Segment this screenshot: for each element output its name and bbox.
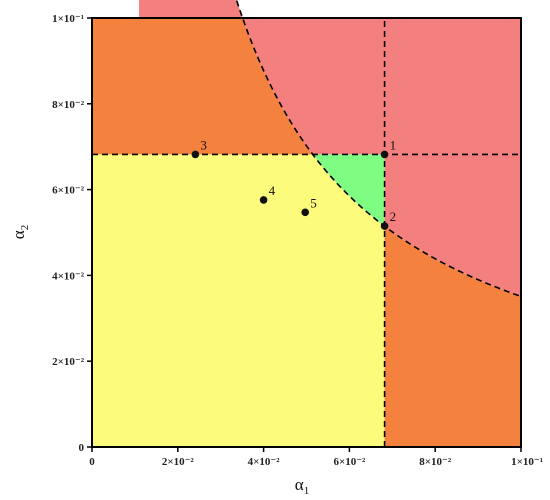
data-point-3: [191, 150, 200, 159]
data-point-label-5: 5: [310, 195, 317, 210]
data-point-4: [259, 196, 268, 204]
data-point-label-3: 3: [200, 137, 207, 152]
x-axis-title-sub: 1: [304, 485, 310, 497]
data-point-label-2: 2: [390, 209, 397, 224]
region-orange-bottom-right: [384, 226, 521, 447]
x-tick-label: 6×10⁻²: [333, 456, 366, 468]
y-tick-label: 8×10⁻²: [52, 99, 85, 111]
x-tick-label: 0: [89, 456, 95, 468]
x-axis-title-main: α: [295, 475, 304, 494]
data-point-1: [380, 150, 389, 159]
x-tick-label: 8×10⁻²: [419, 456, 452, 468]
boundary-lines-layer: [92, 0, 522, 447]
y-axis-title: α2: [9, 225, 31, 239]
y-tick-label: 2×10⁻²: [52, 356, 85, 368]
data-point-label-4: 4: [269, 183, 276, 198]
y-tick-label: 1×10⁻¹: [52, 13, 84, 25]
data-point-5: [301, 208, 310, 217]
data-point-label-1: 1: [390, 137, 397, 152]
ticks-layer: 0 2×10⁻² 4×10⁻² 6×10⁻² 8×10⁻² 1×10⁻¹ 0 2×10⁻² 4×…: [52, 13, 543, 468]
y-tick-label: 6×10⁻²: [52, 185, 85, 197]
plot-frame-layer: [91, 17, 522, 448]
points-layer: 1 2 3 4 5: [191, 137, 397, 230]
data-point-2: [380, 222, 389, 230]
x-tick-label: 1×10⁻¹: [511, 456, 543, 468]
region-red-right: [384, 154, 521, 297]
axis-titles-layer: α1 α2: [9, 225, 309, 497]
y-axis-title-sub: 2: [19, 225, 31, 231]
region-red-top: [139, 0, 521, 155]
y-tick-label: 0: [79, 442, 85, 454]
plot-frame: [91, 17, 522, 448]
x-tick-label: 4×10⁻²: [248, 456, 281, 468]
x-tick-label: 2×10⁻²: [162, 456, 195, 468]
regions-layer: [92, 0, 521, 448]
region-orange-top-left: [92, 0, 313, 155]
region-yellow: [92, 154, 385, 448]
x-axis-title: α1: [295, 475, 309, 497]
y-axis-title-main: α: [9, 230, 28, 239]
region-green: [312, 154, 385, 227]
y-tick-label: 4×10⁻²: [52, 270, 85, 282]
